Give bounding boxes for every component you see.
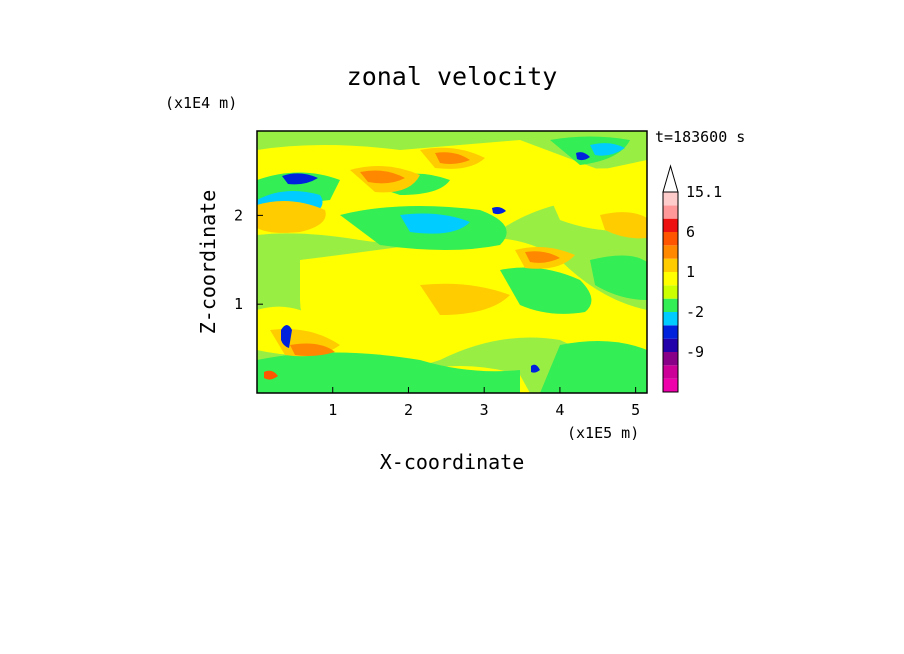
colorbar-extend-arrow — [662, 164, 679, 193]
y-tick-label: 1 — [234, 295, 243, 313]
time-label: t=183600 s — [655, 128, 745, 146]
chart-title: zonal velocity — [347, 62, 558, 91]
x-axis-ticks: 1 2 3 4 5 — [328, 387, 640, 419]
colorbar-swatch — [663, 272, 678, 286]
colorbar-swatch — [663, 298, 678, 312]
colorbar-swatch — [663, 312, 678, 326]
colorbar-label: -2 — [686, 303, 704, 321]
colorbar-swatch — [663, 232, 678, 246]
y-axis-ticks: 12 — [234, 206, 263, 313]
y-tick-label: 2 — [234, 206, 243, 224]
colorbar-swatch — [663, 378, 678, 392]
contour-field — [257, 131, 647, 393]
colorbar-label: 15.1 — [686, 183, 722, 201]
x-axis-unit: (x1E5 m) — [567, 424, 639, 442]
plot-frame — [256, 130, 648, 394]
colorbar-swatch — [663, 205, 678, 219]
x-tick-label: 4 — [555, 401, 564, 419]
colorbar-swatch — [663, 365, 678, 379]
x-tick-label: 1 — [328, 401, 337, 419]
colorbar-swatch — [663, 285, 678, 299]
colorbar-label: 6 — [686, 223, 695, 241]
x-tick-label: 2 — [404, 401, 413, 419]
colorbar-swatch — [663, 338, 678, 352]
colorbar-swatch — [663, 258, 678, 272]
x-axis-label: X-coordinate — [380, 450, 525, 474]
x-tick-label: 3 — [480, 401, 489, 419]
colorbar-swatch — [663, 192, 678, 206]
colorbar-swatch — [663, 218, 678, 232]
x-tick-label: 5 — [631, 401, 640, 419]
y-axis-unit: (x1E4 m) — [165, 94, 237, 112]
colorbar-swatch — [663, 245, 678, 259]
y-axis-label: Z-coordinate — [196, 190, 220, 335]
colorbar: 15.1 6 1 -2 -9 — [662, 164, 722, 393]
colorbar-swatch — [663, 352, 678, 366]
colorbar-swatch — [663, 325, 678, 339]
colorbar-frame — [662, 191, 679, 393]
colorbar-label: 1 — [686, 263, 695, 281]
colorbar-label: -9 — [686, 343, 704, 361]
